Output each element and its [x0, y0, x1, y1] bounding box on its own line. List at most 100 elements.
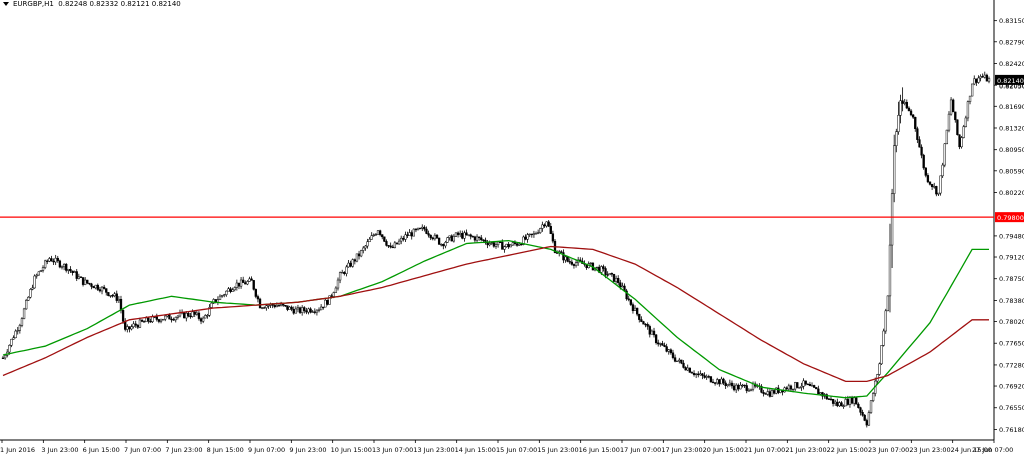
x-tick-label: 17 Jun 23:00: [661, 446, 702, 454]
candle-up: [397, 240, 401, 245]
candle-up: [416, 227, 420, 231]
candle-down: [147, 317, 150, 322]
candle-down: [250, 278, 253, 281]
candle-up: [960, 137, 963, 148]
candle-up: [503, 246, 506, 250]
chart-header: EURGBP,H1 0.82248 0.82332 0.82121 0.8214…: [3, 0, 181, 8]
candle-down: [170, 318, 173, 321]
candle-up: [39, 270, 43, 273]
candle-down: [859, 407, 862, 413]
candle-down: [326, 299, 329, 305]
candle-up: [20, 318, 24, 326]
dropdown-triangle-icon[interactable]: [3, 2, 9, 6]
candle-up: [608, 273, 611, 276]
candle-down: [119, 299, 123, 311]
candle-down: [256, 296, 260, 300]
x-tick-label: 7 Jun 23:00: [165, 446, 202, 454]
candle-up: [735, 384, 738, 391]
candle-up: [686, 367, 689, 371]
y-tick-label: 0.76920: [999, 383, 1024, 391]
candle-down: [290, 306, 293, 310]
x-tick-label: 17 Jun 07:00: [620, 446, 661, 454]
candle-up: [987, 78, 991, 82]
candle-down: [189, 315, 192, 318]
candle-up: [347, 262, 350, 268]
candle-up: [720, 378, 723, 385]
candle-down: [309, 308, 312, 313]
candle-up: [227, 288, 230, 292]
candle-up: [351, 259, 354, 267]
candle-up: [159, 319, 163, 322]
candle-up: [614, 278, 618, 282]
candle-up: [726, 384, 729, 386]
candle-down: [566, 256, 569, 262]
candle-up: [475, 236, 479, 241]
candle-down: [395, 242, 399, 245]
candle-up: [966, 101, 970, 119]
candle-down: [56, 257, 59, 262]
candle-up: [235, 282, 239, 288]
candle-up: [161, 318, 165, 321]
candle-down: [857, 403, 860, 408]
candle-down: [640, 319, 643, 322]
candle-down: [863, 414, 866, 421]
candle-down: [827, 398, 831, 400]
candle-up: [536, 232, 540, 234]
candle-up: [534, 233, 538, 235]
candle-down: [711, 381, 715, 384]
candle-down: [981, 76, 984, 78]
y-tick-label: 0.82790: [999, 38, 1024, 46]
candle-down: [568, 261, 571, 263]
candle-down: [501, 241, 504, 250]
candle-up: [43, 260, 47, 268]
candle-up: [446, 237, 449, 243]
candle-up: [741, 384, 744, 387]
x-tick-label: 9 Jun 23:00: [289, 446, 326, 454]
candle-up: [810, 385, 814, 387]
candle-up: [260, 307, 264, 309]
candle-up: [787, 385, 791, 390]
candle-down: [258, 298, 262, 309]
candle-down: [958, 134, 961, 148]
candle-up: [541, 224, 544, 229]
candle-up: [176, 315, 180, 318]
candle-up: [962, 126, 965, 138]
candle-down: [492, 242, 496, 247]
candle-down: [187, 312, 190, 317]
candle-up: [463, 232, 466, 239]
candle-down: [282, 304, 285, 306]
candle-up: [67, 268, 70, 271]
candle-up: [676, 360, 679, 362]
candle-up: [336, 279, 340, 289]
candle-up: [511, 242, 515, 246]
candle-up: [132, 323, 135, 327]
candle-down: [865, 420, 868, 426]
candle-down: [90, 283, 93, 287]
candle-down: [465, 232, 468, 236]
candle-down: [665, 346, 668, 352]
candle-down: [985, 74, 989, 82]
y-tick-label: 0.80220: [999, 189, 1024, 197]
candle-down: [636, 307, 639, 315]
candle-down: [71, 270, 74, 273]
candle-down: [730, 382, 734, 387]
candle-up: [109, 295, 112, 297]
candle-up: [766, 391, 769, 395]
candle-up: [364, 245, 367, 249]
candle-up: [448, 235, 451, 238]
candle-down: [796, 382, 799, 388]
y-tick-label: 0.82050: [999, 82, 1024, 90]
candle-up: [113, 293, 116, 297]
candle-up: [882, 330, 885, 346]
candle-up: [360, 250, 363, 257]
candle-down: [149, 321, 152, 323]
candle-down: [429, 234, 432, 239]
candle-down: [155, 316, 158, 320]
candle-down: [486, 242, 489, 246]
candle-down: [812, 385, 816, 388]
candle-up: [324, 299, 327, 308]
candle-down: [916, 128, 919, 140]
candle-down: [772, 390, 776, 394]
